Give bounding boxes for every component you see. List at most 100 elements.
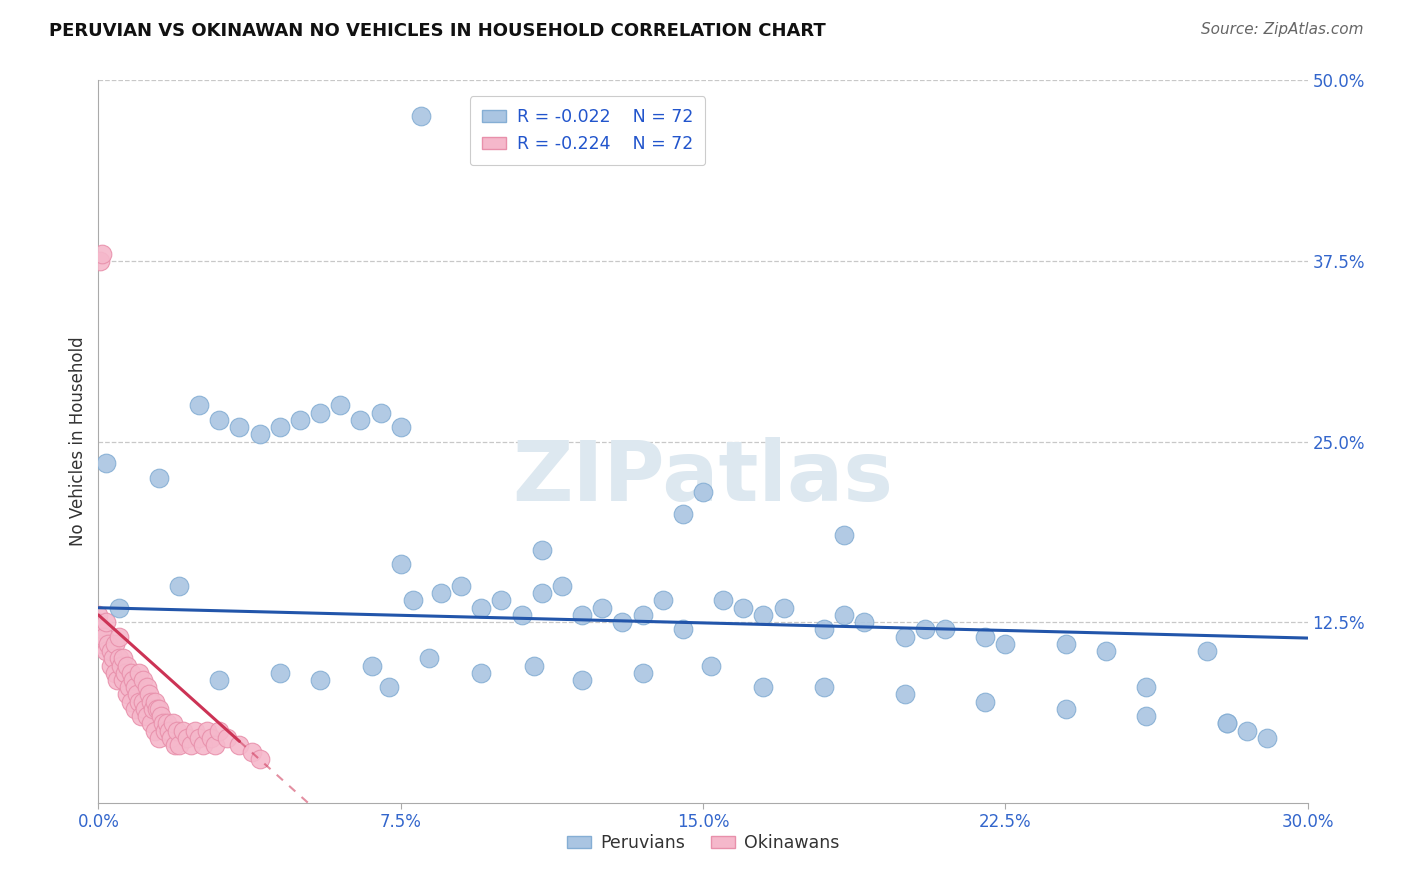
Point [103,665,125,680]
Point [152,716,174,731]
Point [217,731,239,745]
Text: ZIPatlas: ZIPatlas [513,437,893,518]
Point [139,695,162,709]
Point [309,406,332,420]
Point [132,673,155,687]
Point [125,687,148,701]
Point [288,413,311,427]
Point [96,644,118,658]
Point [370,406,392,420]
Point [208,673,231,687]
Point [142,702,165,716]
Point [249,752,271,766]
Point [162,716,184,731]
Point [329,398,352,412]
Point [418,651,440,665]
Point [107,651,129,665]
Point [470,600,492,615]
Point [195,723,218,738]
Point [1054,702,1077,716]
Point [672,507,695,521]
Point [974,695,997,709]
Point [1216,716,1239,731]
Point [87,607,110,622]
Point [107,600,129,615]
Point [409,109,432,123]
Point [571,673,593,687]
Point [101,651,124,665]
Point [1216,716,1239,731]
Point [124,702,146,716]
Text: PERUVIAN VS OKINAWAN NO VEHICLES IN HOUSEHOLD CORRELATION CHART: PERUVIAN VS OKINAWAN NO VEHICLES IN HOUS… [49,22,825,40]
Point [1054,637,1077,651]
Point [491,593,513,607]
Point [934,623,956,637]
Point [450,579,472,593]
Point [361,658,384,673]
Point [100,658,122,673]
Point [129,709,152,723]
Point [134,702,156,716]
Point [135,709,157,723]
Point [93,630,115,644]
Point [530,542,553,557]
Point [1135,709,1157,723]
Point [135,680,157,694]
Point [208,413,231,427]
Point [114,665,136,680]
Point [772,600,794,615]
Y-axis label: No Vehicles in Household: No Vehicles in Household [69,336,87,547]
Point [91,637,114,651]
Point [128,695,150,709]
Point [124,680,146,694]
Point [115,658,138,673]
Point [1236,723,1258,738]
Point [752,680,775,694]
Point [89,253,111,268]
Point [87,615,110,630]
Point [470,665,492,680]
Point [551,579,574,593]
Point [172,723,194,738]
Point [631,607,654,622]
Point [974,630,997,644]
Point [96,615,118,630]
Point [813,623,835,637]
Point [1135,680,1157,694]
Point [156,716,179,731]
Point [121,673,143,687]
Point [377,680,399,694]
Text: Source: ZipAtlas.com: Source: ZipAtlas.com [1201,22,1364,37]
Point [752,607,775,622]
Point [269,665,291,680]
Point [571,607,593,622]
Point [249,427,271,442]
Point [115,687,138,701]
Point [153,723,176,738]
Legend: Peruvians, Okinawans: Peruvians, Okinawans [560,827,846,859]
Point [111,673,134,687]
Point [692,485,714,500]
Point [148,471,170,485]
Point [204,738,226,752]
Point [96,456,118,470]
Point [167,738,190,752]
Point [389,558,412,572]
Point [893,630,915,644]
Point [200,731,222,745]
Point [100,644,122,658]
Point [176,731,198,745]
Point [103,637,125,651]
Point [389,420,412,434]
Point [146,702,169,716]
Point [269,420,291,434]
Point [733,600,755,615]
Point [349,413,371,427]
Point [612,615,634,630]
Point [166,723,188,738]
Point [107,630,129,644]
Point [160,731,183,745]
Point [1195,644,1218,658]
Point [711,593,734,607]
Point [97,637,120,651]
